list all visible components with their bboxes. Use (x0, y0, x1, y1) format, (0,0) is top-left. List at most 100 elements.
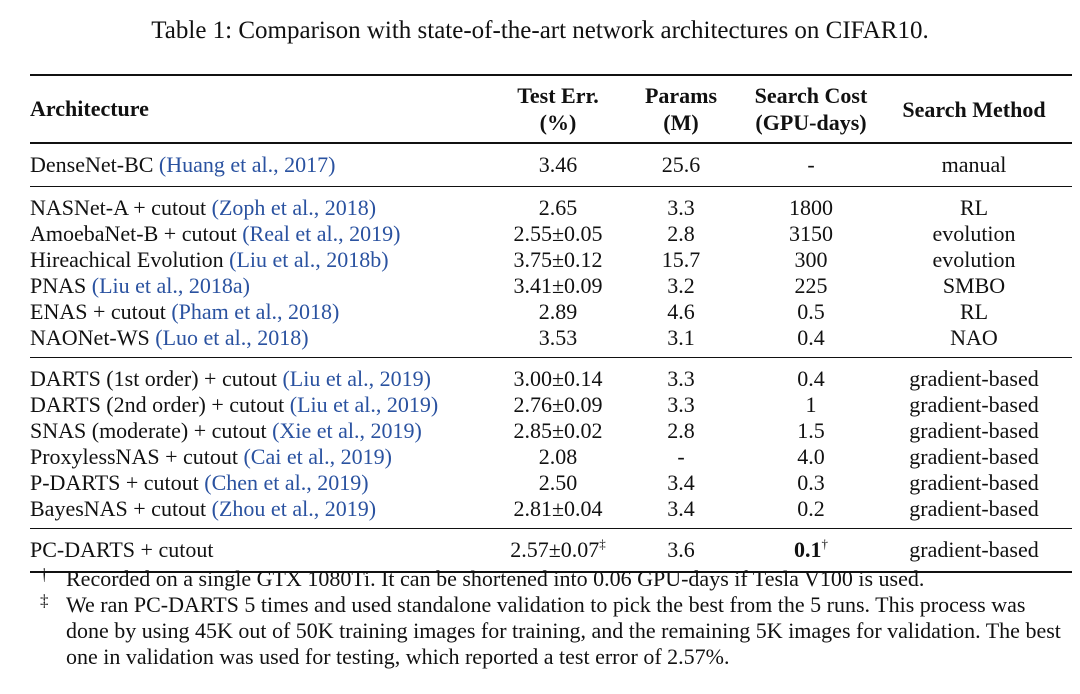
search-method-cell: gradient-based (909, 418, 1039, 443)
header-search-method: Search Method (902, 96, 1046, 122)
search-cost-cell: 0.4 (797, 325, 825, 350)
citation-link[interactable]: (Zhou et al., 2019) (211, 496, 377, 521)
params-cell: 25.6 (661, 152, 701, 177)
table-row: ProxylessNAS + cutout (Cai et al., 2019)… (30, 444, 1072, 470)
search-method-cell: gradient-based (909, 366, 1039, 391)
citation-link[interactable]: (Liu et al., 2019) (289, 392, 439, 417)
table-row: P-DARTS + cutout (Chen et al., 2019) 2.50… (30, 470, 1072, 496)
arch-name: ENAS + cutout (30, 299, 166, 324)
test-err-cell: 2.55±0.05 (513, 221, 603, 246)
table-row: SNAS (moderate) + cutout (Xie et al., 20… (30, 418, 1072, 444)
footnote-dagger: † Recorded on a single GTX 1080Ti. It ca… (40, 565, 1070, 592)
table-row: AmoebaNet-B + cutout (Real et al., 2019)… (30, 221, 1072, 247)
params-cell: 4.6 (667, 299, 695, 324)
arch-name: ProxylessNAS + cutout (30, 444, 238, 469)
search-cost-cell: - (807, 152, 815, 177)
double-dagger-mark: ‡ (599, 536, 606, 551)
arch-cell: DenseNet-BC (Huang et al., 2017) (30, 143, 500, 187)
table-row: PNAS (Liu et al., 2018a) 3.41±0.09 3.2 225 S… (30, 273, 1072, 299)
arch-cell: PNAS (Liu et al., 2018a) (30, 273, 500, 299)
search-cost-cell: 0.2 (797, 496, 825, 521)
table-row: BayesNAS + cutout (Zhou et al., 2019) 2.8… (30, 496, 1072, 529)
search-cost-cell: 1.5 (797, 418, 825, 443)
citation-link[interactable]: (Real et al., 2019) (242, 221, 401, 246)
table-caption: Table 1: Comparison with state-of-the-ar… (151, 17, 929, 44)
search-cost-cell: 3150 (789, 221, 833, 246)
search-cost-cell: 0.3 (797, 470, 825, 495)
table-body: DenseNet-BC (Huang et al., 2017) 3.46 25.6… (30, 143, 1072, 529)
params-cell: 2.8 (667, 418, 695, 443)
search-method-cell: evolution (932, 221, 1016, 246)
table-row: DARTS (2nd order) + cutout (Liu et al., … (30, 392, 1072, 418)
params-cell: - (677, 444, 685, 469)
arch-cell: SNAS (moderate) + cutout (Xie et al., 20… (30, 418, 500, 444)
table-row: DARTS (1st order) + cutout (Liu et al., … (30, 357, 1072, 393)
search-method-cell: RL (959, 195, 989, 220)
citation-link[interactable]: (Huang et al., 2017) (158, 152, 336, 177)
arch-name: P-DARTS + cutout (30, 470, 199, 495)
arch-name: DARTS (1st order) + cutout (30, 366, 277, 391)
footnotes: † Recorded on a single GTX 1080Ti. It ca… (40, 565, 1070, 670)
footnote-text: Recorded on a single GTX 1080Ti. It can … (66, 566, 925, 591)
search-method-cell: gradient-based (909, 496, 1039, 521)
citation-link[interactable]: (Liu et al., 2019) (282, 366, 431, 391)
citation-link[interactable]: (Chen et al., 2019) (204, 470, 369, 495)
footnote-double-dagger: ‡ We ran PC-DARTS 5 times and used stand… (40, 591, 1070, 670)
test-err-cell: 2.50 (538, 470, 578, 495)
test-err-cell: 2.81±0.04 (513, 496, 603, 521)
arch-name: AmoebaNet-B + cutout (30, 221, 237, 246)
citation-link[interactable]: (Pham et al., 2018) (171, 299, 340, 324)
search-cost-cell: 0.4 (797, 366, 825, 391)
table-row: NASNet-A + cutout (Zoph et al., 2018) 2.6… (30, 186, 1072, 222)
arch-cell: P-DARTS + cutout (Chen et al., 2019) (30, 470, 500, 496)
search-cost-cell: 4.0 (797, 444, 825, 469)
search-method-cell: evolution (932, 247, 1016, 272)
test-err-cell: 2.57±0.07‡ (510, 536, 606, 562)
arch-cell: BayesNAS + cutout (Zhou et al., 2019) (30, 496, 500, 529)
search-method-cell: SMBO (942, 273, 1006, 298)
search-cost-cell: 0.5 (797, 299, 825, 324)
search-method-cell: NAO (950, 325, 998, 350)
arch-name: Hireachical Evolution (30, 247, 224, 272)
params-cell: 3.3 (667, 392, 695, 417)
citation-link[interactable]: (Zoph et al., 2018) (211, 195, 377, 220)
search-method-cell: gradient-based (909, 444, 1039, 469)
arch-name: NAONet-WS (30, 325, 150, 350)
search-method-cell: gradient-based (909, 470, 1039, 495)
citation-link[interactable]: (Liu et al., 2018a) (91, 273, 250, 298)
citation-link[interactable]: (Liu et al., 2018b) (229, 247, 389, 272)
arch-cell: DARTS (1st order) + cutout (Liu et al., … (30, 358, 500, 393)
arch-name: DenseNet-BC (30, 152, 154, 177)
citation-link[interactable]: (Cai et al., 2019) (243, 444, 392, 469)
search-method-cell: RL (959, 299, 989, 324)
header-test-err: Test Err. (%) (517, 83, 599, 135)
params-cell: 2.8 (667, 221, 695, 246)
footnote-mark: ‡ (40, 591, 49, 610)
params-cell: 3.6 (667, 537, 695, 562)
test-err-cell: 2.89 (538, 299, 578, 324)
table-row: ENAS + cutout (Pham et al., 2018) 2.89 4.6… (30, 299, 1072, 325)
search-cost-cell: 0.1† (794, 536, 829, 562)
footnote-mark: † (40, 565, 49, 584)
test-err-cell: 3.53 (538, 325, 578, 350)
citation-link[interactable]: (Xie et al., 2019) (272, 418, 422, 443)
params-cell: 3.4 (667, 470, 695, 495)
arch-cell: NAONet-WS (Luo et al., 2018) (30, 325, 500, 358)
params-cell: 3.3 (667, 195, 695, 220)
test-err-cell: 3.46 (538, 152, 578, 177)
search-method-cell: gradient-based (909, 537, 1039, 562)
citation-link[interactable]: (Luo et al., 2018) (155, 325, 309, 350)
dagger-mark: † (821, 536, 829, 551)
arch-name: DARTS (2nd order) + cutout (30, 392, 285, 417)
arch-name: NASNet-A + cutout (30, 195, 207, 220)
params-cell: 3.2 (667, 273, 695, 298)
arch-name: BayesNAS + cutout (30, 496, 207, 521)
results-table: Architecture Test Err. (%) Params (M) Se… (30, 74, 1072, 573)
search-cost-cell: 225 (794, 273, 828, 298)
table-row: Hireachical Evolution (Liu et al., 2018b… (30, 247, 1072, 273)
table-row: DenseNet-BC (Huang et al., 2017) 3.46 25.6… (30, 143, 1072, 187)
test-err-cell: 3.00±0.14 (513, 366, 603, 391)
test-err-cell: 2.65 (538, 195, 578, 220)
arch-cell: ENAS + cutout (Pham et al., 2018) (30, 299, 500, 325)
params-cell: 3.3 (667, 366, 695, 391)
